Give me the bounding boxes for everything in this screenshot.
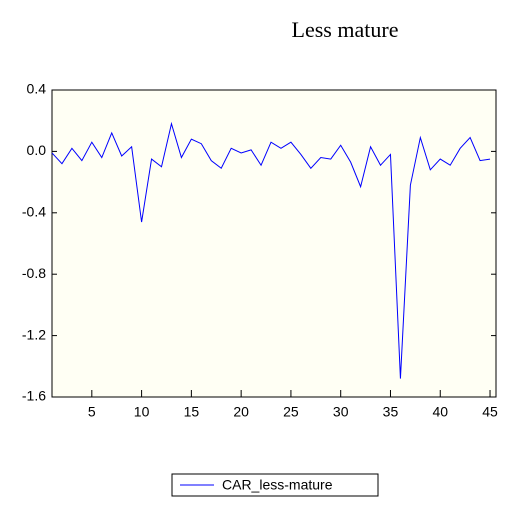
x-tick-label: 5 [88,404,96,420]
x-tick-label: 15 [184,404,200,420]
y-tick-label: 0.4 [27,81,47,97]
y-tick-label: -0.8 [22,265,46,281]
chart-title: Less mature [292,17,399,42]
x-tick-label: 45 [482,404,498,420]
y-tick-label: 0.0 [27,142,47,158]
plot-area [51,89,497,398]
x-tick-label: 10 [134,404,150,420]
x-tick-label: 40 [432,404,448,420]
x-tick-label: 35 [383,404,399,420]
x-tick-label: 30 [333,404,349,420]
legend-label: CAR_less-mature [222,477,333,493]
y-tick-label: -1.2 [22,326,46,342]
series-line [51,121,491,379]
y-tick-label: -1.6 [22,388,46,404]
x-tick-label: 20 [233,404,249,420]
y-tick-label: -0.4 [22,204,46,220]
x-tick-label: 25 [283,404,299,420]
legend [171,473,379,497]
